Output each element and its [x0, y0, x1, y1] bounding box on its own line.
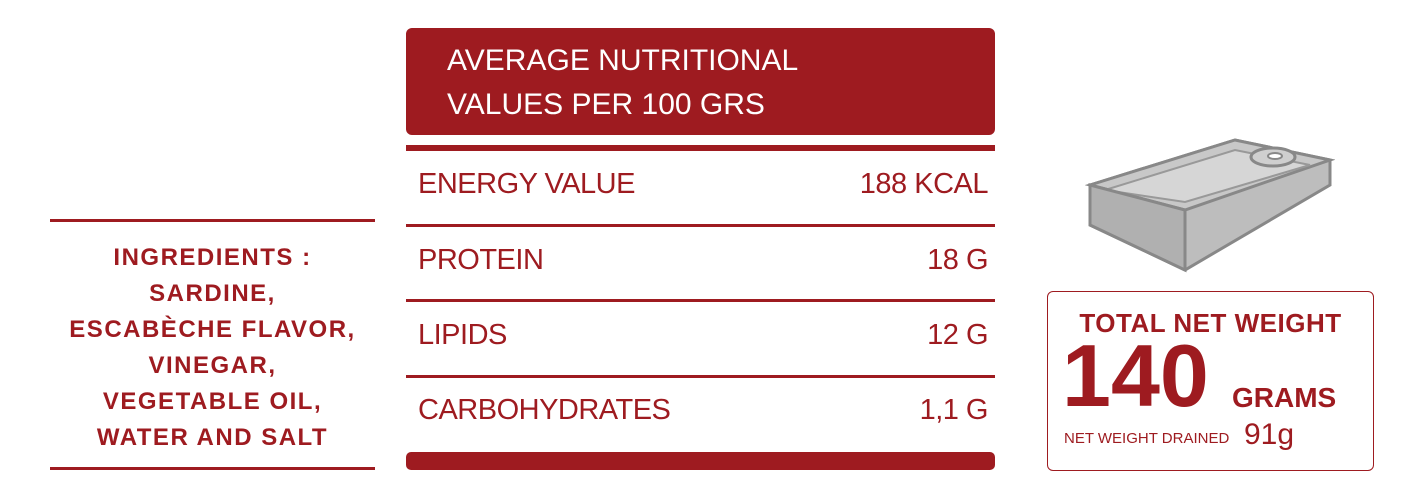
row-label: PROTEIN — [418, 244, 544, 276]
ingredient: WATER AND SALT — [96, 424, 329, 451]
ingredient: VEGETABLE OIL, — [102, 388, 323, 415]
row-value: 1,1 G — [919, 394, 989, 426]
row-value: 188 KCAL — [859, 168, 989, 200]
drained-label: NET WEIGHT DRAINED — [1064, 430, 1230, 447]
header-line: AVERAGE NUTRITIONAL — [447, 44, 799, 77]
ingredient: SARDINE, — [149, 280, 276, 307]
rule — [50, 219, 375, 222]
ingredient: ESCABÈCHE FLAVOR, — [69, 316, 356, 343]
rule — [50, 467, 375, 470]
weight-box — [1047, 291, 1374, 471]
rule — [406, 145, 995, 151]
rule — [406, 375, 995, 378]
weight-value: 140 — [1062, 326, 1209, 425]
ingredients-title: INGREDIENTS : — [113, 244, 312, 271]
weight-unit: GRAMS — [1232, 382, 1337, 413]
drained-value: 91g — [1244, 418, 1295, 451]
weight-label: TOTAL NET WEIGHT — [1079, 308, 1342, 338]
row-value: 18 G — [927, 244, 988, 276]
rule — [406, 299, 995, 302]
can-icon — [1085, 138, 1335, 273]
table-footer — [406, 452, 995, 470]
row-label: ENERGY VALUE — [418, 168, 635, 200]
table-header — [406, 28, 995, 135]
header-line: VALUES PER 100 GRS — [447, 88, 765, 121]
row-value: 12 G — [927, 319, 988, 351]
row-label: LIPIDS — [418, 319, 507, 351]
ingredient: VINEGAR, — [148, 352, 277, 379]
row-label: CARBOHYDRATES — [418, 394, 671, 426]
rule — [406, 224, 995, 227]
